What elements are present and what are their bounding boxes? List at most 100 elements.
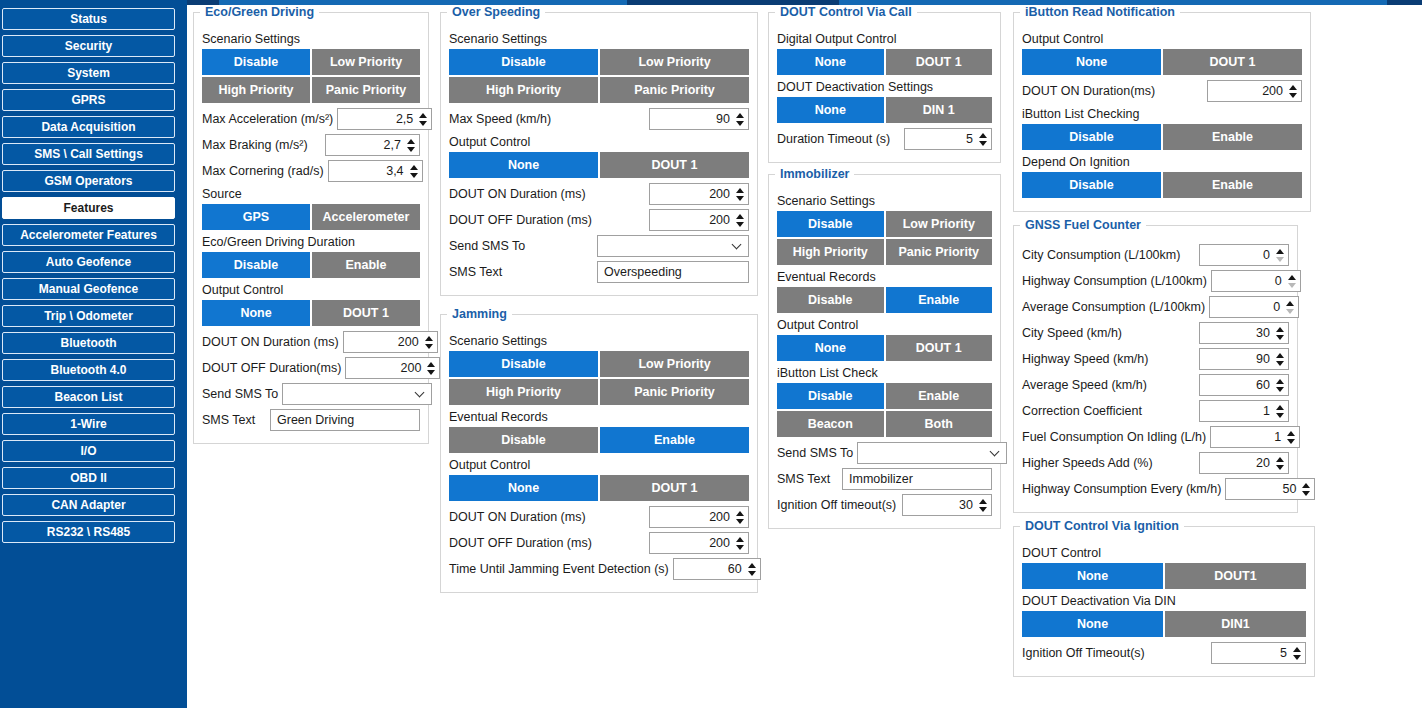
sidebar-item-rs232-rs485[interactable]: RS232 \ RS485: [2, 521, 175, 543]
sidebar-item-obd-ii[interactable]: OBD II: [2, 467, 175, 489]
down-arrow-icon[interactable]: [1293, 655, 1301, 660]
ibutton-output-none-button[interactable]: None: [1022, 49, 1161, 75]
higher-speeds-add-spinner[interactable]: 20: [1199, 452, 1289, 474]
call-digital-none-button[interactable]: None: [777, 49, 884, 75]
jamming-output-none-button[interactable]: None: [449, 475, 598, 501]
immobilizer-ibutton-beacon-button[interactable]: Beacon: [777, 411, 884, 437]
jamming-scenario-disable-button[interactable]: Disable: [449, 351, 598, 377]
up-arrow-icon[interactable]: [736, 113, 744, 118]
spinner-arrows[interactable]: [1284, 297, 1298, 317]
up-arrow-icon[interactable]: [736, 188, 744, 193]
city-consumption-spinner[interactable]: 0: [1199, 244, 1289, 266]
up-arrow-icon[interactable]: [1276, 249, 1284, 254]
over-scenario-disable-button[interactable]: Disable: [449, 49, 598, 75]
immobilizer-scenario-panic-priority-button[interactable]: Panic Priority: [886, 239, 993, 265]
immobilizer-scenario-high-priority-button[interactable]: High Priority: [777, 239, 884, 265]
highway-speed-spinner[interactable]: 90: [1199, 348, 1289, 370]
up-arrow-icon[interactable]: [419, 113, 427, 118]
over-scenario-high-priority-button[interactable]: High Priority: [449, 77, 598, 103]
sidebar-item-data-acquisition[interactable]: Data Acquisition: [2, 116, 175, 138]
down-arrow-icon[interactable]: [979, 141, 987, 146]
jamming-scenario-high-priority-button[interactable]: High Priority: [449, 379, 598, 405]
up-arrow-icon[interactable]: [1288, 275, 1296, 280]
spinner-arrows[interactable]: [1291, 643, 1305, 663]
jamming-eventual-disable-button[interactable]: Disable: [449, 427, 598, 453]
up-arrow-icon[interactable]: [1287, 431, 1295, 436]
average-speed-spinner[interactable]: 60: [1199, 374, 1289, 396]
ignition-deactivation-none-button[interactable]: None: [1022, 611, 1163, 637]
eco-send-sms-to-dropdown[interactable]: [282, 383, 432, 405]
down-arrow-icon[interactable]: [419, 121, 427, 126]
eco-scenario-high-priority-button[interactable]: High Priority: [202, 77, 310, 103]
ignition-deactivation-din1-button[interactable]: DIN1: [1165, 611, 1306, 637]
spinner-arrows[interactable]: [746, 559, 760, 579]
spinner-arrows[interactable]: [1300, 479, 1314, 499]
ignition-dout-dout1-button[interactable]: DOUT1: [1165, 563, 1306, 589]
up-arrow-icon[interactable]: [736, 214, 744, 219]
spinner-arrows[interactable]: [1287, 81, 1301, 101]
down-arrow-icon[interactable]: [425, 344, 433, 349]
down-arrow-icon[interactable]: [748, 571, 756, 576]
immobilizer-scenario-low-priority-button[interactable]: Low Priority: [886, 211, 993, 237]
eco-scenario-disable-button[interactable]: Disable: [202, 49, 310, 75]
down-arrow-icon[interactable]: [1276, 387, 1284, 392]
jamming-detection-time-spinner[interactable]: 60: [673, 558, 761, 580]
max-cornering-spinner[interactable]: 3,4: [328, 160, 423, 182]
down-arrow-icon[interactable]: [1276, 335, 1284, 340]
up-arrow-icon[interactable]: [425, 336, 433, 341]
eco-source-gps-button[interactable]: GPS: [202, 204, 310, 230]
down-arrow-icon[interactable]: [1302, 491, 1310, 496]
spinner-arrows[interactable]: [1274, 453, 1288, 473]
eco-source-accelerometer-button[interactable]: Accelerometer: [312, 204, 420, 230]
jamming-scenario-low-priority-button[interactable]: Low Priority: [600, 351, 749, 377]
immobilizer-sms-text-input[interactable]: [842, 468, 992, 490]
call-deactivation-none-button[interactable]: None: [777, 97, 884, 123]
sidebar-item-accelerometer-features[interactable]: Accelerometer Features: [2, 224, 175, 246]
immobilizer-ibutton-both-button[interactable]: Both: [886, 411, 993, 437]
spinner-arrows[interactable]: [1274, 245, 1288, 265]
up-arrow-icon[interactable]: [1276, 457, 1284, 462]
max-acceleration-spinner[interactable]: 2,5: [337, 108, 432, 130]
call-digital-dout1-button[interactable]: DOUT 1: [886, 49, 993, 75]
eco-dout-on-spinner[interactable]: 200: [343, 331, 438, 353]
spinner-arrows[interactable]: [423, 332, 437, 352]
up-arrow-icon[interactable]: [736, 537, 744, 542]
up-arrow-icon[interactable]: [1289, 85, 1297, 90]
down-arrow-icon[interactable]: [407, 147, 415, 152]
over-scenario-panic-priority-button[interactable]: Panic Priority: [600, 77, 749, 103]
spinner-arrows[interactable]: [1285, 427, 1299, 447]
max-braking-spinner[interactable]: 2,7: [325, 134, 420, 156]
spinner-arrows[interactable]: [1274, 323, 1288, 343]
immobilizer-send-sms-to-dropdown[interactable]: [857, 442, 1007, 464]
sidebar-item-bluetooth-40[interactable]: Bluetooth 4.0: [2, 359, 175, 381]
over-dout-on-spinner[interactable]: 200: [649, 183, 749, 205]
ibutton-output-dout1-button[interactable]: DOUT 1: [1163, 49, 1302, 75]
eco-scenario-panic-priority-button[interactable]: Panic Priority: [312, 77, 420, 103]
eco-output-none-button[interactable]: None: [202, 300, 310, 326]
spinner-arrows[interactable]: [977, 129, 991, 149]
jamming-dout-off-spinner[interactable]: 200: [649, 532, 749, 554]
up-arrow-icon[interactable]: [1276, 405, 1284, 410]
ibutton-list-enable-button[interactable]: Enable: [1163, 124, 1302, 150]
down-arrow-icon[interactable]: [979, 507, 987, 512]
ibutton-list-disable-button[interactable]: Disable: [1022, 124, 1161, 150]
spinner-arrows[interactable]: [734, 210, 748, 230]
up-arrow-icon[interactable]: [1286, 301, 1294, 306]
down-arrow-icon[interactable]: [1289, 93, 1297, 98]
immobilizer-ibutton-enable-button[interactable]: Enable: [886, 383, 993, 409]
spinner-arrows[interactable]: [408, 161, 422, 181]
sidebar-item-gprs[interactable]: GPRS: [2, 89, 175, 111]
up-arrow-icon[interactable]: [1276, 379, 1284, 384]
sidebar-item-trip-odometer[interactable]: Trip \ Odometer: [2, 305, 175, 327]
up-arrow-icon[interactable]: [736, 511, 744, 516]
spinner-arrows[interactable]: [734, 184, 748, 204]
jamming-output-dout1-button[interactable]: DOUT 1: [600, 475, 749, 501]
down-arrow-icon[interactable]: [1276, 361, 1284, 366]
eco-dout-off-spinner[interactable]: 200: [345, 357, 440, 379]
down-arrow-icon[interactable]: [736, 519, 744, 524]
sidebar-item-io[interactable]: I/O: [2, 440, 175, 462]
eco-scenario-low-priority-button[interactable]: Low Priority: [312, 49, 420, 75]
down-arrow-icon[interactable]: [410, 173, 418, 178]
down-arrow-icon[interactable]: [1287, 439, 1295, 444]
down-arrow-icon[interactable]: [427, 370, 435, 375]
